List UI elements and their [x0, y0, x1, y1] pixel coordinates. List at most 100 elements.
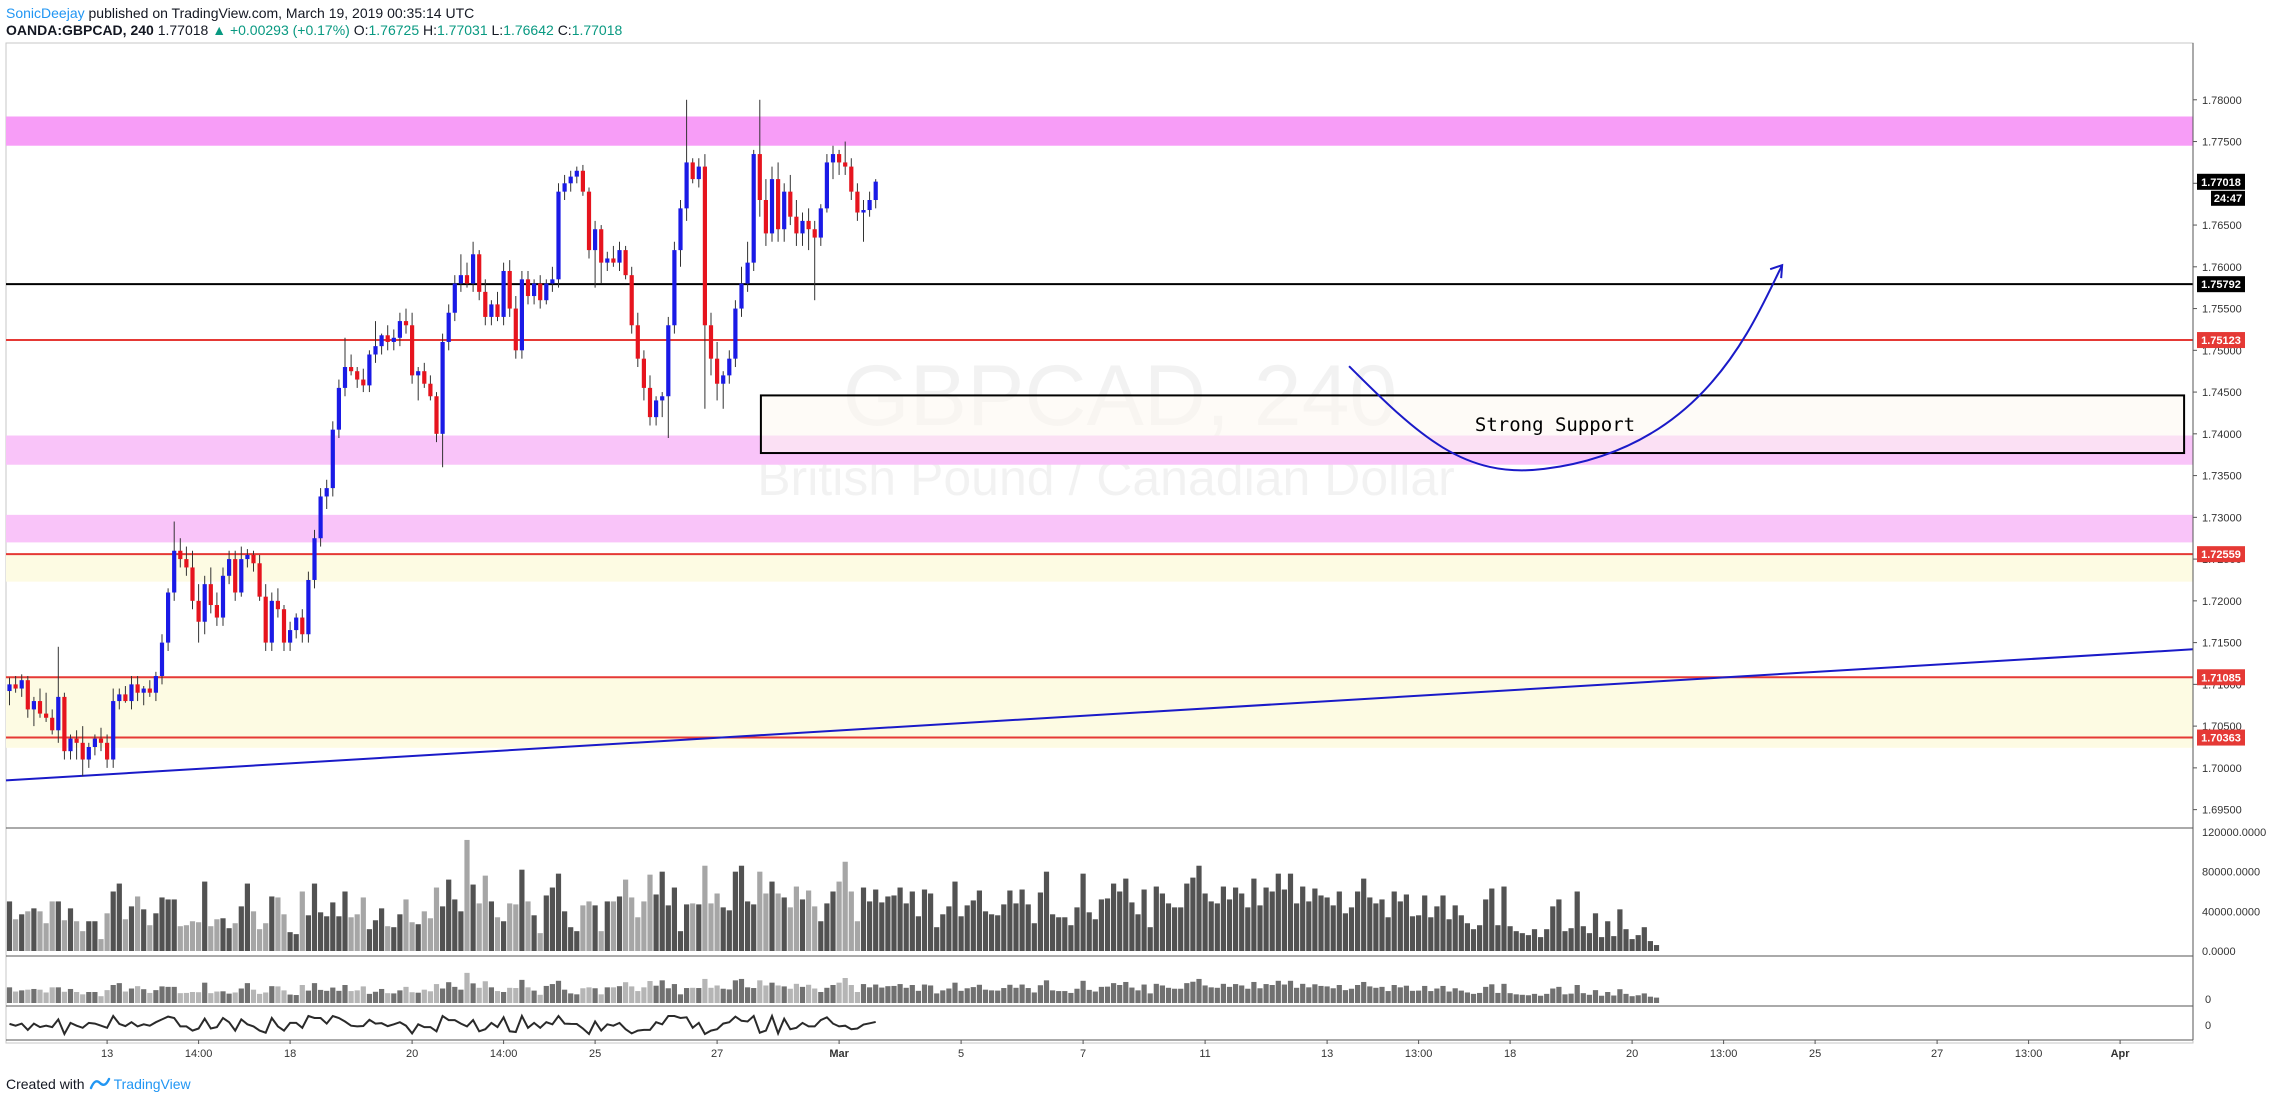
candle — [605, 251, 610, 271]
candle-body — [477, 254, 482, 292]
oscillator-bar — [1001, 988, 1007, 1003]
volume-tick-label: 120000.0000 — [2202, 827, 2266, 839]
candle — [776, 162, 781, 242]
volume-bar — [970, 900, 976, 951]
candle-body — [586, 191, 592, 251]
x-tick-label: 20 — [406, 1048, 418, 1060]
strong-support-rect[interactable] — [759, 394, 2186, 455]
candle-body — [367, 354, 372, 386]
candle-body — [239, 559, 244, 593]
volume-bar — [964, 905, 970, 951]
oscillator-bar — [1531, 993, 1538, 1003]
volume-bar — [781, 897, 787, 951]
candle-body — [751, 154, 756, 263]
candle — [495, 291, 500, 322]
oscillator-bar — [501, 992, 507, 1003]
oscillator-bar — [531, 990, 537, 1003]
oscillator-bar — [1599, 995, 1605, 1003]
candle-body — [312, 538, 317, 580]
oscillator-bar — [452, 986, 458, 1003]
oscillator-bar — [592, 988, 598, 1003]
oscillator-bar — [1403, 985, 1409, 1003]
volume-bar — [818, 921, 824, 951]
support-box[interactable]: Strong Support — [759, 394, 2186, 455]
candle — [440, 333, 445, 468]
volume-bar — [531, 915, 537, 951]
y-tick-label: 1.71500 — [2202, 638, 2242, 650]
oscillator-bar — [74, 992, 80, 1003]
oscillator-bar — [1220, 983, 1226, 1003]
oscillator-bar — [159, 986, 165, 1003]
published-text: published on TradingView.com, March 19, … — [84, 5, 475, 21]
volume-bar — [1135, 914, 1141, 951]
candle — [623, 245, 628, 280]
volume-bar — [1391, 891, 1397, 951]
oscillator-bar — [671, 984, 677, 1003]
oscillator-bar — [1165, 987, 1172, 1003]
author-link[interactable]: SonicDeejay — [6, 5, 85, 21]
candle — [220, 567, 226, 626]
x-tick-label: 20 — [1626, 1048, 1638, 1060]
last-price-label: 1.77018 — [2201, 177, 2241, 189]
candle — [355, 367, 360, 388]
price-chart[interactable]: GBPCAD, 240 British Pound / Canadian Dol… — [0, 40, 2283, 1070]
volume-bar — [415, 924, 421, 951]
candle — [294, 613, 299, 639]
candle — [92, 734, 97, 756]
candle — [544, 279, 549, 305]
candle — [245, 549, 250, 568]
oscillator-bar — [293, 995, 299, 1003]
price-axis[interactable]: 1.780001.775001.770001.765001.760001.755… — [2192, 43, 2266, 1040]
time-axis[interactable]: 13 14:00 18 20 14:00 25 27 Mar 5 7 11 13 13:00 18 20 13… — [6, 1039, 2193, 1060]
candle-body — [208, 584, 213, 606]
volume-bar — [1068, 925, 1074, 951]
volume-bar — [1397, 901, 1403, 951]
volume-bar — [812, 906, 818, 951]
volume-bar — [305, 915, 311, 951]
volume-tick-label: 80000.0000 — [2202, 867, 2260, 879]
oscillator-bar — [702, 978, 708, 1003]
candle-body — [696, 166, 701, 180]
oscillator-bar — [409, 992, 415, 1003]
candle — [56, 646, 61, 743]
oscillator-bar — [269, 986, 275, 1003]
oscillator-bar — [1019, 984, 1025, 1003]
x-tick-label: Apr — [2111, 1048, 2131, 1060]
projection-arrow[interactable] — [1348, 263, 1784, 472]
volume-bar — [1263, 887, 1269, 951]
candle-body — [769, 179, 775, 234]
volume-bar — [1001, 904, 1007, 951]
volume-bar — [1623, 929, 1629, 951]
oscillator-bar — [1178, 988, 1184, 1003]
volume-bar — [1477, 925, 1483, 951]
oscillator-bar — [1172, 988, 1178, 1003]
candle-body — [288, 630, 293, 643]
candle — [696, 158, 701, 188]
x-tick-label: 14:00 — [185, 1048, 213, 1060]
trendline[interactable] — [5, 648, 2194, 782]
oscillator-bar — [830, 985, 836, 1003]
candle — [428, 375, 433, 401]
candle — [599, 225, 604, 284]
candle — [715, 341, 720, 401]
candle-body — [507, 270, 512, 309]
volume-bar — [1025, 904, 1031, 951]
oscillator-bar — [1397, 987, 1403, 1003]
candle — [586, 187, 592, 259]
oscillator-bar — [635, 991, 641, 1003]
oscillator-bar — [1007, 984, 1013, 1003]
oscillator-bar — [67, 988, 74, 1003]
oscillator-bar — [238, 988, 244, 1003]
candle-body — [684, 162, 689, 209]
volume-bar — [458, 911, 464, 951]
volume-bar — [946, 906, 952, 951]
candle-body — [31, 701, 36, 710]
volume-bar — [1525, 935, 1531, 951]
x-tick-label: 13:00 — [1710, 1048, 1738, 1060]
y-tick-label: 1.69500 — [2202, 805, 2242, 817]
oscillator-tick-label: 0 — [2205, 994, 2211, 1006]
tradingview-link[interactable]: TradingView — [89, 1075, 191, 1093]
oscillator-bar — [1409, 990, 1416, 1003]
price-change: ▲ +0.00293 (+0.17%) — [212, 22, 350, 38]
volume-bar — [104, 913, 110, 951]
